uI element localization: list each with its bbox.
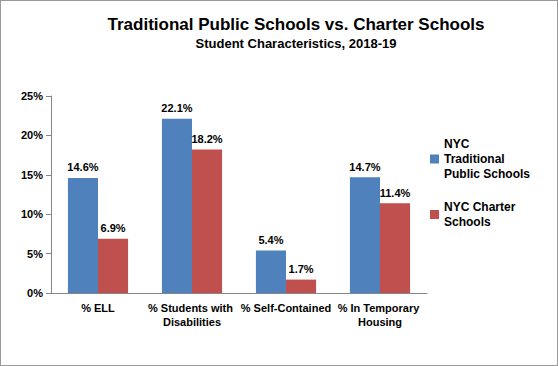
svg-text:5.4%: 5.4% — [258, 234, 283, 246]
svg-text:6.9%: 6.9% — [101, 222, 126, 234]
svg-text:Housing: Housing — [358, 316, 402, 328]
svg-text:22.1%: 22.1% — [161, 102, 192, 114]
svg-text:Schools: Schools — [444, 215, 491, 229]
svg-text:18.2%: 18.2% — [191, 133, 222, 145]
svg-text:Disabilities: Disabilities — [163, 316, 221, 328]
svg-text:Traditional Public Schools vs.: Traditional Public Schools vs. Charter S… — [108, 15, 485, 34]
svg-text:5%: 5% — [27, 248, 43, 260]
svg-text:11.4%: 11.4% — [380, 187, 411, 199]
svg-text:% In Temporary: % In Temporary — [338, 302, 423, 314]
svg-text:% Self-Contained: % Self-Contained — [241, 302, 331, 314]
svg-text:14.7%: 14.7% — [349, 161, 380, 173]
svg-text:% ELL: % ELL — [81, 302, 115, 314]
svg-text:Traditional: Traditional — [444, 152, 508, 166]
svg-text:Public Schools: Public Schools — [444, 167, 530, 181]
svg-text:20%: 20% — [21, 129, 43, 141]
svg-text:14.6%: 14.6% — [67, 161, 98, 173]
svg-text:NYC Charter: NYC Charter — [444, 200, 519, 214]
svg-text:10%: 10% — [21, 208, 43, 220]
svg-text:Student Characteristics, 2018-: Student Characteristics, 2018-19 — [196, 36, 397, 51]
svg-text:% Students with: % Students with — [148, 302, 236, 314]
svg-text:0%: 0% — [27, 287, 43, 299]
svg-text:15%: 15% — [21, 169, 43, 181]
svg-text:NYC: NYC — [444, 137, 473, 151]
svg-text:1.7%: 1.7% — [289, 263, 314, 275]
svg-text:25%: 25% — [21, 90, 43, 102]
